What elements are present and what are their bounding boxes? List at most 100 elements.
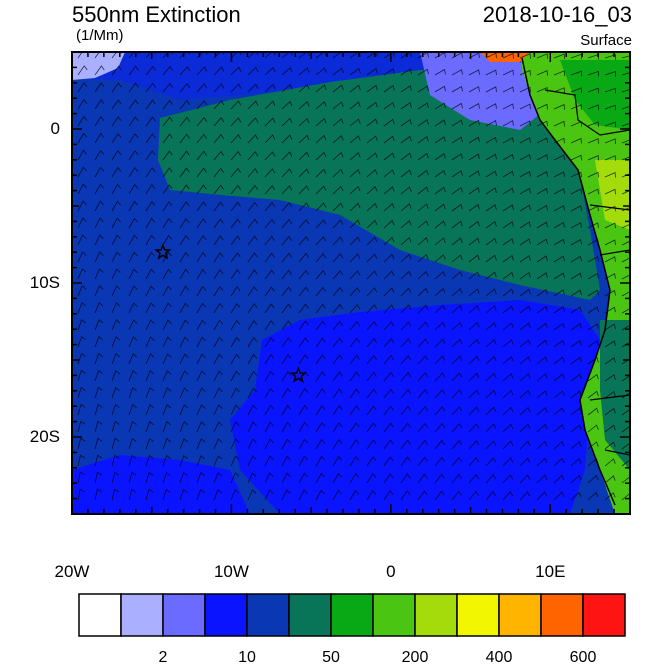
wind-barb: [179, 201, 190, 212]
wind-barb: [366, 118, 378, 127]
wind-barb: [281, 151, 293, 161]
wind-barb: [77, 420, 86, 433]
wind-barb: [94, 302, 104, 314]
wind-barb: [128, 437, 137, 450]
wind-barb: [145, 268, 155, 280]
wind-barb: [383, 354, 395, 365]
wind-barb: [485, 103, 497, 110]
wind-barb: [434, 473, 445, 484]
wind-barb: [281, 354, 292, 365]
extinction-light-cluster: [420, 52, 545, 130]
wind-barb: [570, 424, 582, 433]
wind-barb: [536, 390, 548, 399]
wind-barb: [247, 134, 259, 144]
wind-barb: [349, 388, 360, 399]
wind-barb: [366, 354, 377, 365]
wind-barb: [179, 302, 189, 314]
wind-barb: [145, 488, 154, 501]
wind-barb: [332, 303, 343, 314]
wind-barb: [264, 52, 276, 59]
wind-barb: [366, 169, 378, 178]
wind-barb: [485, 170, 497, 178]
colorbar-label: 50: [322, 649, 340, 666]
wind-barb: [417, 287, 429, 297]
wind-barb: [349, 135, 361, 144]
wind-barb: [468, 389, 480, 399]
star-marker: [289, 366, 308, 383]
wind-barb: [315, 151, 327, 161]
wind-barb: [315, 168, 327, 178]
wind-barb: [587, 104, 599, 111]
wind-barb: [587, 323, 599, 331]
wind-barb: [536, 171, 548, 178]
wind-barb: [162, 488, 171, 501]
wind-barb: [383, 304, 395, 314]
wind-barb: [502, 356, 514, 365]
wind-barb: [451, 355, 463, 365]
wind-barb: [468, 355, 480, 365]
wind-barb: [536, 373, 548, 382]
wind-barb: [264, 286, 275, 297]
wind-barb: [553, 104, 565, 110]
wind-barb: [434, 254, 446, 263]
wind-barb: [247, 201, 258, 212]
wind-barb: [587, 491, 599, 501]
wind-barb: [587, 407, 599, 416]
wind-barb: [230, 201, 241, 212]
wind-barb: [315, 371, 326, 382]
wind-barb: [111, 302, 121, 314]
wind-barb: [332, 118, 344, 127]
wind-barb: [434, 338, 446, 348]
wind-barb: [553, 255, 565, 263]
wind-barb: [434, 102, 446, 110]
wind-barb: [417, 254, 429, 263]
wind-barb: [162, 234, 173, 246]
wind-barb: [383, 101, 395, 110]
wind-barb: [604, 441, 616, 450]
wind-barb: [213, 336, 223, 348]
wind-barb: [587, 458, 599, 467]
wind-barb: [213, 421, 223, 433]
wind-barb: [162, 302, 172, 314]
wind-barb: [434, 136, 446, 144]
wind-barb: [315, 219, 327, 229]
wind-barb: [587, 87, 599, 94]
wind-barb: [468, 170, 480, 178]
wind-barb: [281, 269, 292, 280]
wind-barb: [536, 289, 548, 297]
wind-barb: [128, 319, 138, 331]
wind-barb: [349, 489, 360, 501]
wind-barb: [434, 119, 446, 127]
wind-barb: [519, 474, 531, 484]
wind-barb: [621, 308, 630, 314]
wind-barb: [281, 455, 291, 467]
wind-barb: [77, 454, 85, 467]
wind-barb: [502, 271, 514, 280]
wind-barb: [553, 272, 565, 280]
wind-barb: [247, 353, 258, 365]
wind-barb: [621, 408, 630, 416]
wind-barb: [349, 202, 361, 212]
wind-barb: [434, 271, 446, 280]
wind-barb: [111, 200, 121, 212]
wind-barb: [536, 120, 548, 127]
wind-barb: [264, 404, 274, 416]
wind-barb: [434, 169, 446, 178]
wind-barb: [536, 305, 548, 314]
wind-barb: [519, 339, 531, 348]
timestamp-label: 2018-10-16_03: [482, 2, 632, 27]
wind-barb: [485, 221, 497, 229]
wind-barb: [383, 253, 395, 263]
wind-barb: [213, 201, 224, 212]
wind-barb: [570, 441, 582, 450]
wind-barb: [400, 490, 411, 501]
wind-barb: [468, 406, 480, 416]
wind-barb: [94, 234, 104, 246]
wind-barb: [383, 169, 395, 178]
wind-barb: [366, 236, 378, 246]
wind-barb: [485, 288, 497, 297]
wind-barb: [519, 255, 531, 263]
wind-barb: [94, 116, 105, 127]
wind-barb: [434, 220, 446, 229]
wind-barb: [145, 387, 155, 399]
